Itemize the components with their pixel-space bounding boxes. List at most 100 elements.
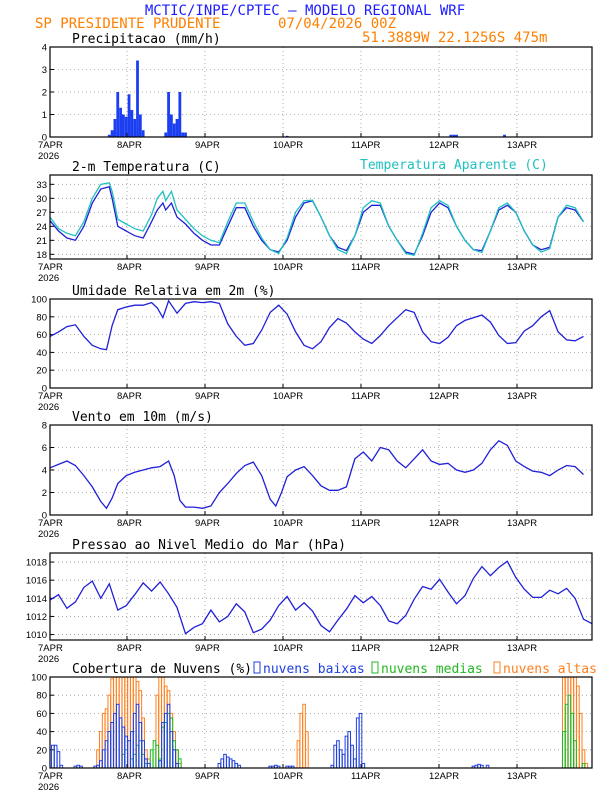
y-tick-label: 2 (42, 88, 47, 99)
precip-bar (164, 132, 168, 137)
legend-apparent: Temperatura Aparente (C) (360, 158, 548, 173)
x-tick-label: 9APR (195, 262, 220, 273)
precip-bar (452, 134, 456, 137)
cloud-bar-0 (135, 703, 140, 769)
y-tick-label: 80 (36, 691, 47, 702)
y-tick-label: 0 (42, 764, 47, 775)
precip-bar (455, 134, 458, 137)
panel-wind: 0 2 4 6 8 7APR 8APR 9APR 10APR 11APR 12APR 13APR 202… (38, 410, 593, 540)
y-tick-label: 0 (42, 384, 47, 395)
x-tick-label: 10APR (273, 518, 303, 529)
x-tick-label: 11APR (351, 262, 381, 273)
plot-frame (49, 424, 593, 516)
x-year-label: 2026 (38, 402, 59, 413)
series-line-temperatura (49, 185, 585, 256)
cloud-bar-1 (561, 731, 566, 769)
precip-bar (138, 114, 142, 137)
y-tick-label: 20 (36, 366, 47, 377)
x-tick-label: 7APR (38, 643, 63, 654)
x-tick-label: 9APR (195, 140, 220, 151)
precip-bar (119, 107, 122, 137)
precip-bar (130, 110, 134, 137)
precip-bar (172, 123, 176, 137)
y-tick-label: 40 (36, 727, 47, 738)
x-tick-label: 11APR (351, 771, 381, 782)
legend-swatch-1 (371, 661, 379, 674)
y-tick-label: 3 (42, 65, 47, 76)
y-tick-label: 20 (36, 745, 47, 756)
cloud-bar-2 (584, 762, 589, 769)
y-tick-label: 1010 (26, 630, 47, 641)
cloud-bar-0 (101, 749, 106, 769)
x-year-label: 2026 (38, 529, 59, 540)
x-tick-label: 9APR (195, 771, 220, 782)
x-tick-label: 9APR (195, 643, 220, 654)
panel-title: Vento em 10m (m/s) (72, 410, 213, 425)
x-year-label: 2026 (38, 782, 59, 792)
plot-frame (49, 552, 593, 641)
plot-frame (49, 46, 593, 138)
cloud-bar-0 (113, 712, 117, 769)
cloud-bar-0 (169, 731, 174, 769)
cloud-bar-0 (333, 744, 337, 769)
header-station: SP PRESIDENTE PRUDENTE (35, 16, 220, 32)
header-coords: 51.3889W 22.1256S 475m (362, 30, 547, 46)
header-datetime: 07/04/2026 00Z (278, 16, 396, 32)
cloud-bar-2 (578, 712, 583, 769)
cloud-bar-1 (581, 762, 586, 769)
x-tick-label: 8APR (117, 262, 142, 273)
x-tick-label: 12APR (429, 643, 459, 654)
x-tick-label: 12APR (429, 262, 459, 273)
panel-temp: 18 21 24 27 30 33 7APR 8APR 9APR 10APR 11APR 12APR 1… (36, 158, 593, 284)
y-tick-label: 60 (36, 709, 47, 720)
cloud-bar-0 (338, 749, 343, 769)
x-tick-label: 10APR (273, 391, 303, 402)
precip-bar (121, 114, 125, 137)
y-tick-label: 4 (42, 43, 47, 54)
y-tick-label: 100 (31, 295, 47, 306)
x-tick-label: 11APR (351, 643, 381, 654)
cloud-bar-1 (567, 694, 572, 769)
x-tick-label: 10APR (273, 771, 303, 782)
cloud-bar-0 (107, 731, 112, 769)
cloud-bar-2 (296, 740, 301, 769)
panel-pressure: 1010 1012 1014 1016 1018 7APR 8APR 9APR 10APR 11A… (26, 538, 593, 665)
cloud-bar-0 (347, 731, 352, 769)
x-tick-label: 13APR (507, 771, 537, 782)
y-tick-label: 40 (36, 348, 47, 359)
x-tick-label: 13APR (507, 643, 537, 654)
precip-bar (127, 94, 131, 137)
y-tick-label: 80 (36, 312, 47, 323)
cloud-bar-0 (361, 762, 366, 769)
x-tick-label: 7APR (38, 140, 63, 151)
cloud-bar-0 (344, 735, 349, 769)
cloud-bar-0 (172, 749, 177, 769)
cloud-bar-1 (149, 749, 154, 769)
cloud-bar-0 (336, 740, 340, 769)
x-tick-label: 8APR (117, 391, 142, 402)
panel-rh: 0 20 40 60 80 100 7APR 8APR 9APR 10APR 11APR 12APR 1… (31, 284, 593, 413)
panel-title: Pressao ao Nivel Medio do Mar (hPa) (72, 538, 346, 553)
cloud-bar-0 (355, 717, 360, 769)
x-year-label: 2026 (38, 273, 59, 284)
x-tick-label: 11APR (351, 391, 381, 402)
x-tick-label: 8APR (117, 518, 142, 529)
cloud-bar-0 (231, 760, 236, 769)
plot-frame (49, 298, 593, 389)
precip-bar (124, 116, 128, 137)
y-tick-label: 0 (42, 511, 47, 522)
panel-title: Cobertura de Nuvens (%) (72, 662, 252, 677)
cloud-bar-0 (175, 762, 179, 769)
cloud-bar-0 (158, 760, 162, 769)
y-tick-label: 6 (42, 443, 47, 454)
cloud-bar-2 (576, 685, 580, 769)
x-year-label: 2026 (38, 654, 59, 665)
y-tick-label: 27 (36, 208, 47, 219)
legend-label-1: nuvens medias (381, 662, 483, 677)
precip-bar (133, 119, 137, 137)
cloud-bar-0 (53, 744, 58, 769)
x-tick-label: 9APR (195, 518, 220, 529)
y-tick-label: 30 (36, 194, 47, 205)
header-line1: MCTIC/INPE/CPTEC – MODELO REGIONAL WRF (145, 3, 465, 19)
